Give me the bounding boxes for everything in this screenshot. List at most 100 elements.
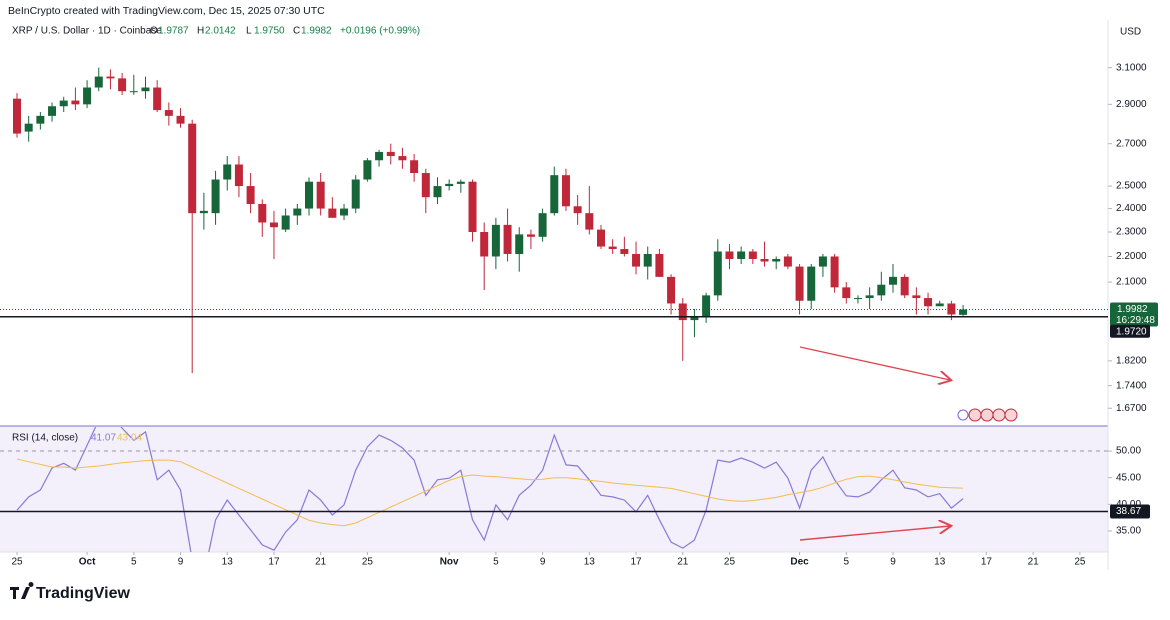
candle-body: [410, 160, 419, 174]
y-tick-label: 35.00: [1116, 526, 1141, 537]
logo: TradingView: [10, 581, 131, 602]
annotation-arrow: [799, 526, 950, 541]
x-tick-label: 25: [11, 557, 23, 568]
y-tick-label: 50.00: [1116, 446, 1141, 457]
x-tick-label: 9: [178, 557, 184, 568]
last-price-label: 1.9982: [1117, 304, 1148, 315]
candle-body: [316, 181, 325, 209]
candle-body: [83, 87, 92, 105]
candle-body: [36, 115, 45, 124]
candle-body: [48, 106, 57, 116]
x-tick-label: 17: [268, 557, 280, 568]
candle-body: [351, 179, 360, 209]
rsi-ma-line: [16, 458, 964, 527]
rsi-title: RSI (14, close): [12, 433, 78, 444]
candle-body: [328, 208, 337, 218]
logo-mark: [10, 581, 34, 599]
candle-body: [935, 303, 944, 307]
ohlc-letter: C: [293, 26, 300, 37]
candle-body: [585, 213, 594, 230]
candle-body: [912, 295, 921, 299]
x-tick-label: 9: [540, 557, 546, 568]
candle-body: [538, 213, 547, 237]
rsi-legend-value: 41.07: [91, 433, 116, 444]
candle-body: [830, 256, 839, 288]
candle-body: [176, 115, 185, 124]
candle-body: [865, 295, 874, 299]
x-tick-label: 21: [677, 557, 689, 568]
support-label: 1.9720: [1116, 326, 1147, 337]
annotation-arrow: [799, 346, 950, 380]
candle-body: [772, 258, 781, 262]
candle-body: [783, 256, 792, 267]
x-tick-label: 25: [362, 557, 374, 568]
event-icons: [957, 408, 1018, 422]
candle-body: [153, 87, 162, 111]
x-tick-label: Dec: [790, 557, 809, 568]
x-tick-label: 21: [315, 557, 327, 568]
candle-body: [667, 276, 676, 304]
candle-body: [959, 309, 968, 315]
candle-body: [223, 164, 232, 180]
logo-text: TradingView: [36, 585, 131, 602]
y-tick-label: 2.1000: [1116, 277, 1147, 288]
y-tick-label: 2.5000: [1116, 181, 1147, 192]
candle-body: [900, 276, 909, 296]
x-tick-label: 13: [584, 557, 596, 568]
candle-body: [269, 222, 278, 228]
x-tick-label: 5: [843, 557, 849, 568]
candle-body: [386, 151, 395, 157]
candle-body: [199, 210, 208, 214]
candle-body: [363, 160, 372, 180]
candle-body: [713, 251, 722, 296]
candle-body: [293, 208, 302, 216]
candle-body: [468, 181, 477, 232]
candle-body: [94, 76, 103, 88]
candle-body: [561, 175, 570, 207]
y-tick-label: 3.1000: [1116, 62, 1147, 73]
event-icon: [992, 408, 1006, 422]
ohlc-letter: H: [197, 26, 204, 37]
event-icon: [957, 409, 969, 421]
x-tick-label: 25: [724, 557, 736, 568]
candle-body: [515, 234, 524, 254]
ohlc-letter: O: [150, 26, 158, 37]
x-tick-label: Nov: [440, 557, 459, 568]
ohlc-value: 1.9787: [158, 26, 189, 37]
candle-body: [526, 234, 535, 237]
candle-body: [760, 258, 769, 262]
x-tick-label: 9: [890, 557, 896, 568]
candle-body: [211, 179, 220, 214]
candle-body: [305, 181, 313, 209]
rsi-panel: [0, 426, 1108, 552]
rsi-legend-value: 43.04: [117, 433, 142, 444]
candle-body: [59, 100, 68, 107]
y-tick-label: 2.4000: [1116, 203, 1147, 214]
candle-body: [340, 208, 349, 216]
y-tick-label: 1.7400: [1116, 380, 1147, 391]
credit: BeInCrypto created with TradingView.com,…: [8, 5, 325, 17]
candle-body: [655, 253, 664, 277]
x-tick-label: Oct: [79, 557, 96, 568]
candle-body: [129, 91, 138, 93]
candle-body: [842, 287, 851, 299]
candle-body: [597, 229, 605, 247]
event-icon: [980, 408, 994, 422]
candle-body: [456, 181, 465, 184]
candle-body: [421, 173, 430, 198]
y-tick-label: 2.7000: [1116, 138, 1147, 149]
candle-body: [106, 76, 115, 79]
candle-body: [737, 251, 746, 259]
candle-body: [281, 215, 290, 230]
y-tick-label: 45.00: [1116, 472, 1141, 483]
x-tick-label: 17: [981, 557, 993, 568]
x-tick-label: 25: [1074, 557, 1086, 568]
candle-body: [71, 100, 80, 105]
ohlc-letter: L: [246, 26, 252, 37]
candle-body: [480, 231, 489, 257]
candle-body: [550, 175, 559, 214]
change-label: +0.0196 (+0.99%): [340, 26, 420, 37]
candle-body: [246, 186, 255, 204]
rsi-support-box: [1110, 504, 1150, 519]
y-tick-label: 1.6700: [1116, 403, 1147, 414]
